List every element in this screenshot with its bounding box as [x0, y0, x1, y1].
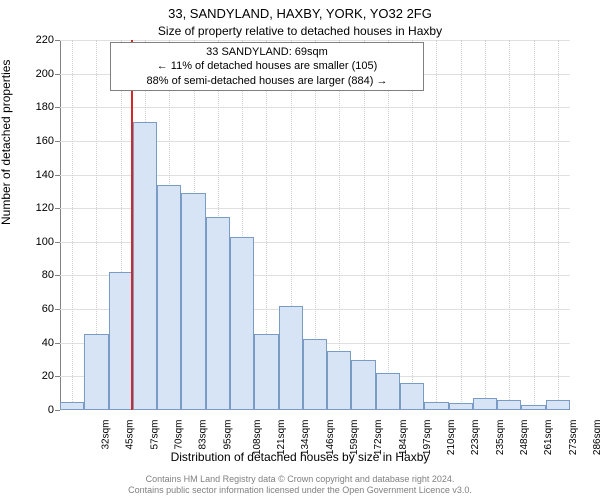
xtick-label: 45sqm [125, 420, 136, 450]
footer-line1: Contains HM Land Registry data © Crown c… [0, 474, 600, 485]
gridline-v [558, 40, 559, 410]
histogram-bar [376, 373, 400, 410]
xtick-label: 57sqm [149, 420, 160, 450]
xtick-label: 235sqm [495, 420, 506, 456]
histogram-bar [303, 339, 327, 410]
xtick-label: 121sqm [276, 420, 287, 456]
ytick-mark [55, 208, 60, 209]
xtick-label: 32sqm [101, 420, 112, 450]
histogram-bar [497, 400, 521, 410]
annotation-line1: 33 SANDYLAND: 69sqm [117, 45, 417, 59]
footer-line2: Contains public sector information licen… [0, 485, 600, 496]
y-axis-line [60, 40, 61, 410]
ytick-label: 160 [14, 135, 54, 147]
histogram-bar [109, 272, 133, 410]
gridline-v [509, 40, 510, 410]
ytick-label: 200 [14, 68, 54, 80]
xtick-label: 184sqm [398, 420, 409, 456]
histogram-bar [181, 193, 205, 410]
gridline-v [388, 40, 389, 410]
ytick-label: 180 [14, 101, 54, 113]
histogram-bar [60, 402, 84, 410]
gridline-v [461, 40, 462, 410]
gridline-v [534, 40, 535, 410]
xtick-label: 172sqm [373, 420, 384, 456]
ytick-mark [55, 40, 60, 41]
xtick-label: 273sqm [568, 420, 579, 456]
annotation-line3: 88% of semi-detached houses are larger (… [117, 74, 417, 88]
histogram-bar [206, 217, 230, 410]
gridline-v [436, 40, 437, 410]
xtick-label: 108sqm [252, 420, 263, 456]
chart-title-sub: Size of property relative to detached ho… [0, 24, 600, 38]
histogram-bar [546, 400, 570, 410]
histogram-bar [473, 398, 497, 410]
annotation-box: 33 SANDYLAND: 69sqm ← 11% of detached ho… [110, 42, 424, 91]
xtick-label: 95sqm [222, 420, 233, 450]
chart-footer: Contains HM Land Registry data © Crown c… [0, 474, 600, 496]
ytick-label: 100 [14, 236, 54, 248]
gridline-v [412, 40, 413, 410]
xtick-label: 146sqm [325, 420, 336, 456]
histogram-bar [133, 122, 157, 410]
histogram-bar [400, 383, 424, 410]
histogram-bar [230, 237, 254, 410]
ytick-label: 60 [14, 303, 54, 315]
histogram-bar [279, 306, 303, 410]
xtick-label: 248sqm [519, 420, 530, 456]
histogram-bar [521, 405, 545, 410]
histogram-bar [327, 351, 351, 410]
ytick-label: 140 [14, 169, 54, 181]
ytick-label: 0 [14, 404, 54, 416]
histogram-bar [84, 334, 108, 410]
histogram-bar [254, 334, 278, 410]
y-axis-label: Number of detached properties [0, 60, 13, 225]
gridline-v [72, 40, 73, 410]
histogram-bar [424, 402, 448, 410]
histogram-bar [449, 403, 473, 410]
xtick-label: 70sqm [174, 420, 185, 450]
ytick-mark [55, 242, 60, 243]
ytick-mark [55, 141, 60, 142]
ytick-mark [55, 74, 60, 75]
histogram-bar [351, 360, 375, 410]
ytick-mark [55, 343, 60, 344]
ytick-label: 80 [14, 269, 54, 281]
xtick-label: 134sqm [301, 420, 312, 456]
ytick-label: 120 [14, 202, 54, 214]
histogram-bar [157, 185, 181, 410]
plot-area [60, 40, 570, 410]
ytick-mark [55, 107, 60, 108]
chart-title-main: 33, SANDYLAND, HAXBY, YORK, YO32 2FG [0, 6, 600, 21]
ytick-label: 40 [14, 337, 54, 349]
xtick-label: 223sqm [471, 420, 482, 456]
ytick-mark [55, 175, 60, 176]
gridline-v [485, 40, 486, 410]
xtick-label: 159sqm [349, 420, 360, 456]
ytick-mark [55, 309, 60, 310]
ytick-mark [55, 275, 60, 276]
ytick-label: 20 [14, 370, 54, 382]
xtick-label: 197sqm [422, 420, 433, 456]
ytick-mark [55, 410, 60, 411]
property-marker-line [131, 40, 133, 410]
ytick-label: 220 [14, 34, 54, 46]
gridline-v [364, 40, 365, 410]
ytick-mark [55, 376, 60, 377]
xtick-label: 83sqm [198, 420, 209, 450]
xtick-label: 286sqm [592, 420, 600, 456]
xtick-label: 261sqm [543, 420, 554, 456]
annotation-line2: ← 11% of detached houses are smaller (10… [117, 59, 417, 73]
xtick-label: 210sqm [446, 420, 457, 456]
property-size-chart: 33, SANDYLAND, HAXBY, YORK, YO32 2FG Siz… [0, 0, 600, 500]
